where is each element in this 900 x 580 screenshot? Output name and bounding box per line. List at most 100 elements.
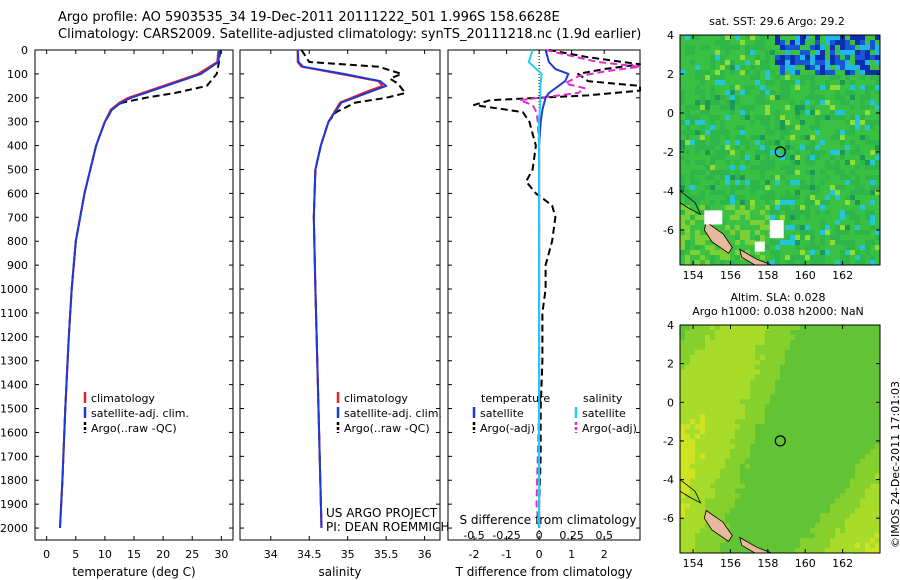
map-cell — [720, 429, 726, 435]
map-cell — [785, 250, 791, 256]
map-cell — [785, 369, 791, 375]
map-cell — [755, 359, 761, 366]
map-cell — [870, 125, 876, 131]
map-cell — [710, 493, 716, 499]
map-cell — [815, 140, 821, 146]
map-cell — [730, 35, 736, 41]
map-cell — [695, 225, 701, 231]
map-cell — [785, 130, 791, 136]
map-cell — [865, 389, 871, 395]
map-cell — [720, 439, 726, 445]
map-cell — [830, 50, 836, 56]
map-cell — [705, 200, 711, 206]
map-cell — [835, 95, 841, 101]
map-cell — [720, 334, 726, 341]
map-cell — [775, 483, 781, 489]
map-cell — [690, 453, 696, 460]
map-cell — [735, 210, 741, 216]
map-cell — [840, 339, 846, 346]
map-cell — [735, 374, 741, 380]
map-cell — [850, 503, 856, 509]
map-cell — [690, 468, 696, 475]
map-cell — [790, 528, 796, 534]
map-cell — [755, 120, 761, 126]
map-cell — [815, 448, 821, 455]
map-cell — [775, 45, 781, 51]
map-cell — [680, 379, 686, 385]
map-cell — [790, 200, 796, 206]
map-cell — [795, 429, 801, 435]
map-cell — [765, 160, 771, 166]
map-cell — [730, 409, 736, 415]
map-cell — [830, 349, 836, 356]
sdiff-argo-line — [518, 49, 641, 529]
map-cell — [730, 339, 736, 346]
map-cell — [765, 235, 771, 241]
map-cell — [770, 468, 776, 475]
map-cell — [785, 120, 791, 126]
map-cell — [795, 344, 801, 351]
map-cell — [835, 235, 841, 241]
map-cell — [715, 115, 721, 121]
map-cell — [760, 160, 766, 166]
map-cell — [855, 260, 861, 266]
map-cell — [850, 329, 856, 336]
map-cell — [875, 369, 881, 375]
map-cell — [805, 60, 811, 66]
map-cell — [730, 140, 736, 146]
map-cell — [785, 105, 791, 111]
map-cell — [830, 364, 836, 371]
map-cell — [785, 185, 791, 191]
tdiff-x-tick-label: -1 — [501, 548, 512, 561]
map-cell — [800, 473, 806, 480]
map-cell — [815, 538, 821, 544]
map-cell — [805, 399, 811, 405]
axes-frame-3 — [447, 49, 641, 541]
map-cell — [680, 543, 686, 549]
map-cell — [705, 339, 711, 346]
map-cell — [730, 90, 736, 96]
map-cell — [705, 548, 711, 554]
map-cell — [690, 374, 696, 380]
map-cell — [750, 60, 756, 66]
map-cell — [815, 543, 821, 549]
map-cell — [695, 523, 701, 529]
map-cell — [770, 329, 776, 336]
map-cell — [850, 399, 856, 405]
map-cell — [835, 488, 841, 494]
map-cell — [850, 155, 856, 161]
map-cell — [805, 329, 811, 336]
map-cell — [830, 339, 836, 346]
map-cell — [735, 508, 741, 514]
map-cell — [750, 230, 756, 236]
map-cell — [835, 85, 841, 91]
map-cell — [750, 528, 756, 534]
map-cell — [790, 379, 796, 385]
map-cell — [830, 354, 836, 361]
map-cell — [785, 235, 791, 241]
map-cell — [865, 364, 871, 371]
map-cell — [720, 434, 726, 440]
map-cell — [870, 180, 876, 186]
map-cell — [725, 55, 731, 61]
map-cell — [710, 404, 716, 410]
map-cell — [805, 50, 811, 56]
map-cell — [690, 409, 696, 415]
map-cell — [765, 498, 771, 504]
map-cell — [685, 508, 691, 514]
map-cell — [820, 513, 826, 519]
map-cell — [870, 349, 876, 356]
map-cell — [760, 235, 766, 241]
map-cell — [840, 240, 846, 246]
map-cell — [690, 439, 696, 445]
map-cell — [855, 453, 861, 460]
map-cell — [685, 240, 691, 246]
map-cell — [715, 165, 721, 171]
map-cell — [715, 60, 721, 66]
map-cell — [865, 135, 871, 141]
map-cell — [720, 230, 726, 236]
map-cell — [800, 60, 806, 66]
map-cell — [790, 85, 796, 91]
map-cell — [820, 200, 826, 206]
map-cell — [715, 453, 721, 460]
